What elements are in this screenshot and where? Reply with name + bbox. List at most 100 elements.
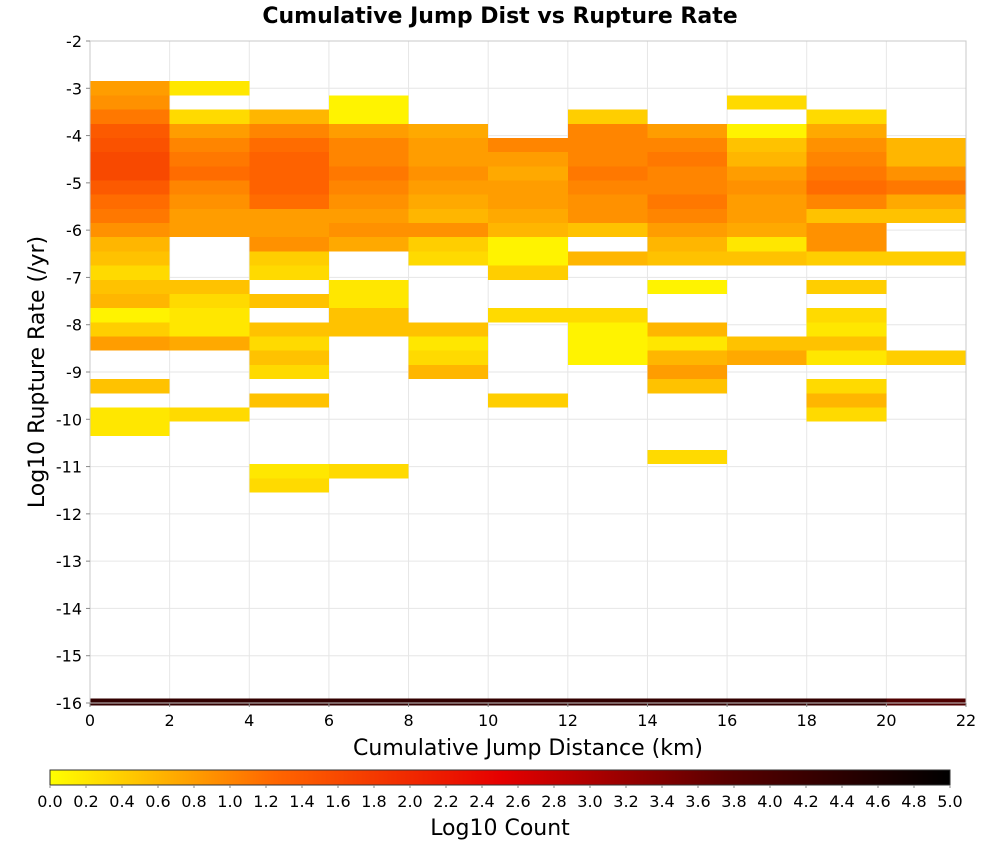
heatmap-cell xyxy=(647,322,728,337)
heatmap-cell xyxy=(328,180,409,195)
heatmap-cell xyxy=(408,237,489,252)
colorbar-tick-label: 3.0 xyxy=(577,792,602,811)
heatmap-cell xyxy=(408,123,489,138)
heatmap-cell xyxy=(806,407,887,422)
heatmap-cell xyxy=(169,279,250,294)
heatmap-cell xyxy=(249,137,329,153)
heatmap-cell xyxy=(249,350,329,365)
heatmap-cell xyxy=(806,180,887,195)
heatmap-cell xyxy=(567,194,648,209)
colorbar-tick-label: 0.8 xyxy=(181,792,206,811)
heatmap-cell xyxy=(886,180,966,195)
x-tick-label: 22 xyxy=(956,711,976,730)
heatmap-cell xyxy=(249,180,329,195)
heatmap-cell xyxy=(647,137,728,153)
heatmap-cell xyxy=(90,379,170,394)
colorbar-tick-label: 4.6 xyxy=(865,792,890,811)
x-tick-label: 10 xyxy=(478,711,498,730)
heatmap-cell xyxy=(169,223,250,238)
heatmap-cell xyxy=(647,180,728,195)
heatmap-cell xyxy=(249,322,329,337)
heatmap-cell xyxy=(488,194,568,209)
heatmap-cell xyxy=(90,293,170,309)
heatmap-cell xyxy=(727,180,807,195)
heatmap-cell xyxy=(328,464,409,479)
y-tick-label: -5 xyxy=(66,174,82,193)
y-tick-label: -14 xyxy=(56,599,82,618)
heatmap-cell xyxy=(567,208,648,224)
heatmap-cell xyxy=(169,81,250,96)
heatmap-cell-bottom xyxy=(169,698,250,706)
heatmap-cell xyxy=(90,223,170,238)
heatmap-cell-bottom xyxy=(647,698,728,706)
heatmap-cell xyxy=(328,152,409,167)
colorbar-tick-label: 2.2 xyxy=(433,792,458,811)
y-tick-label: -10 xyxy=(56,410,82,429)
heatmap-cell xyxy=(169,293,250,309)
y-tick-label: -8 xyxy=(66,316,82,335)
heatmap-cell xyxy=(647,279,728,294)
x-tick-label: 16 xyxy=(717,711,737,730)
x-tick-label: 2 xyxy=(165,711,175,730)
colorbar-tick-label: 0.4 xyxy=(109,792,134,811)
heatmap-cells xyxy=(90,81,966,706)
heatmap-cell xyxy=(408,208,489,224)
heatmap-cell xyxy=(647,450,728,465)
heatmap-cell xyxy=(169,109,250,124)
colorbar-tick-label: 4.8 xyxy=(901,792,926,811)
heatmap-cell xyxy=(647,237,728,252)
heatmap-cell xyxy=(488,308,568,323)
heatmap-cell xyxy=(647,364,728,380)
heatmap-cell xyxy=(886,208,966,224)
heatmap-cell xyxy=(249,152,329,167)
heatmap-cell xyxy=(328,109,409,124)
y-tick-label: -9 xyxy=(66,363,82,382)
heatmap-cell xyxy=(488,152,568,167)
heatmap-cell xyxy=(90,279,170,294)
heatmap-cell xyxy=(249,464,329,479)
heatmap-cell xyxy=(328,194,409,209)
heatmap-cell xyxy=(328,223,409,238)
heatmap-cell xyxy=(249,251,329,266)
heatmap-cell xyxy=(90,208,170,224)
heatmap-cell xyxy=(408,364,489,380)
heatmap-cell xyxy=(806,137,887,153)
colorbar-tick-label: 3.8 xyxy=(721,792,746,811)
heatmap-cell xyxy=(249,293,329,309)
heatmap-cell xyxy=(647,350,728,365)
heatmap-cell xyxy=(90,123,170,138)
heatmap-cell xyxy=(567,109,648,124)
heatmap-cell xyxy=(328,123,409,138)
heatmap-cell-bottom xyxy=(328,698,409,706)
heatmap-cell xyxy=(169,137,250,153)
heatmap-cell xyxy=(488,393,568,408)
heatmap-cell xyxy=(727,137,807,153)
heatmap-cell xyxy=(90,237,170,252)
heatmap-cell xyxy=(806,166,887,181)
heatmap-cell xyxy=(488,180,568,195)
y-tick-label: -13 xyxy=(56,552,82,571)
heatmap-cell xyxy=(249,223,329,238)
heatmap-cell xyxy=(249,123,329,138)
heatmap-cell-bottom xyxy=(90,698,170,706)
colorbar-tick-label: 4.0 xyxy=(757,792,782,811)
colorbar-tick-label: 0.6 xyxy=(145,792,170,811)
y-tick-label: -11 xyxy=(56,458,82,477)
heatmap-cell xyxy=(169,180,250,195)
heatmap-cell xyxy=(488,137,568,153)
heatmap-cell xyxy=(647,379,728,394)
heatmap-cell xyxy=(328,279,409,294)
heatmap-cell xyxy=(647,194,728,209)
heatmap-cell xyxy=(169,152,250,167)
heatmap-cell xyxy=(169,407,250,422)
heatmap-cell xyxy=(408,350,489,365)
heatmap-cell xyxy=(90,251,170,266)
heatmap-cell xyxy=(169,336,250,351)
heatmap-cell xyxy=(567,308,648,323)
colorbar-tick-label: 5.0 xyxy=(937,792,962,811)
heatmap-cell xyxy=(567,350,648,365)
heatmap-cell xyxy=(328,293,409,309)
heatmap-cell xyxy=(90,194,170,209)
heatmap-cell xyxy=(249,208,329,224)
x-tick-label: 18 xyxy=(797,711,817,730)
